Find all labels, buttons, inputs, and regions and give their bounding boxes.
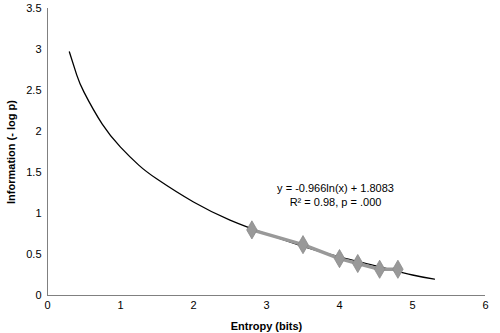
- svg-text:3: 3: [263, 299, 269, 311]
- svg-text:1: 1: [35, 207, 41, 219]
- svg-text:2: 2: [35, 125, 41, 137]
- svg-text:3.5: 3.5: [26, 2, 41, 14]
- svg-text:5: 5: [409, 299, 415, 311]
- svg-text:3: 3: [35, 43, 41, 55]
- svg-text:Information (- log p): Information (- log p): [5, 100, 17, 204]
- svg-text:4: 4: [336, 299, 342, 311]
- svg-text:Entropy (bits): Entropy (bits): [231, 320, 303, 332]
- svg-text:6: 6: [482, 299, 488, 311]
- svg-text:0: 0: [44, 299, 50, 311]
- svg-text:1.5: 1.5: [26, 166, 41, 178]
- svg-text:0: 0: [35, 289, 41, 301]
- svg-text:1: 1: [117, 299, 123, 311]
- svg-text:0.5: 0.5: [26, 248, 41, 260]
- svg-text:2: 2: [190, 299, 196, 311]
- svg-text:R² = 0.98, p = .000: R² = 0.98, p = .000: [290, 196, 382, 208]
- svg-text:2.5: 2.5: [26, 84, 41, 96]
- svg-text:y = -0.966ln(x) + 1.8083: y = -0.966ln(x) + 1.8083: [277, 182, 394, 194]
